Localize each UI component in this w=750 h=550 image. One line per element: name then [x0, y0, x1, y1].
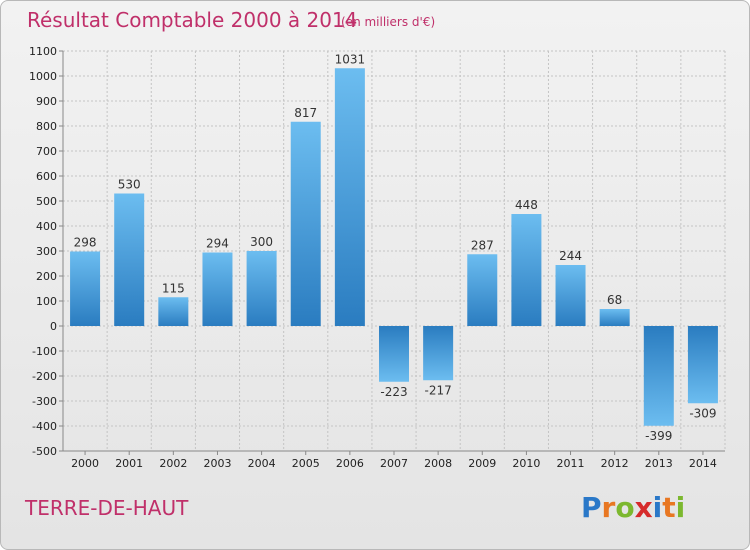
x-tick-label: 2013 — [645, 457, 673, 470]
y-tick-label: 900 — [36, 95, 57, 108]
bar-2007 — [379, 326, 409, 382]
x-tick-label: 2009 — [468, 457, 496, 470]
bar-2003 — [202, 252, 233, 326]
bar-2005 — [290, 121, 321, 326]
y-tick-label: 0 — [50, 320, 57, 333]
bar-2002 — [158, 297, 189, 326]
chart-subtitle: (en milliers d'€) — [341, 15, 435, 29]
commune-name: TERRE-DE-HAUT — [24, 496, 189, 520]
bar-2010 — [511, 214, 542, 326]
bar-2014 — [687, 326, 718, 404]
value-label: 530 — [118, 178, 141, 192]
bar-2004 — [246, 251, 277, 326]
chart-title: Résultat Comptable 2000 à 2014 — [27, 8, 357, 32]
x-tick-label: 2002 — [159, 457, 187, 470]
logo-letter: t — [662, 491, 675, 524]
value-label: 298 — [74, 236, 97, 250]
y-tick-label: 700 — [36, 145, 57, 158]
y-tick-label: -400 — [32, 420, 57, 433]
y-tick-label: 600 — [36, 170, 57, 183]
x-tick-label: 2014 — [689, 457, 717, 470]
axes: -500 -400 -300 -200 -100 0 100 200 300 400 500 600 7… — [29, 45, 725, 470]
y-tick-label: -100 — [32, 345, 57, 358]
bar-2008 — [423, 326, 454, 381]
logo-letter: x — [635, 491, 653, 524]
value-label: 1031 — [335, 52, 366, 66]
y-tick-label: -200 — [32, 370, 57, 383]
value-label: 817 — [294, 106, 317, 120]
logo-letter: i — [653, 491, 663, 524]
y-tick-label: 400 — [36, 220, 57, 233]
logo-letter: r — [602, 491, 616, 524]
value-label: 115 — [162, 281, 185, 295]
y-tick-label: -300 — [32, 395, 57, 408]
x-tick-label: 2010 — [512, 457, 540, 470]
value-label: 287 — [471, 238, 494, 252]
bars — [70, 68, 718, 426]
y-tick-label: 200 — [36, 270, 57, 283]
value-label: 300 — [250, 235, 273, 249]
logo-letter: o — [615, 491, 634, 524]
value-label: 68 — [607, 293, 622, 307]
value-label: 294 — [206, 237, 229, 251]
x-tick-label: 2006 — [336, 457, 364, 470]
bar-2012 — [599, 309, 630, 326]
bar-2000 — [70, 251, 101, 326]
bar-2011 — [555, 265, 586, 326]
bar-2001 — [114, 193, 145, 326]
y-tick-label: 1000 — [29, 70, 57, 83]
x-tick-label: 2001 — [115, 457, 143, 470]
value-label: 448 — [515, 198, 538, 212]
x-tick-label: 2005 — [292, 457, 320, 470]
x-tick-label: 2008 — [424, 457, 452, 470]
value-label: 244 — [559, 249, 582, 263]
x-tick-label: 2011 — [557, 457, 585, 470]
bar-2013 — [643, 326, 674, 426]
y-tick-label: 1100 — [29, 45, 57, 58]
grid — [62, 50, 726, 452]
value-labels: 298 530 115 294 300 817 1031 -223 -217 287 448 244 6… — [74, 52, 717, 443]
y-tick-label: 100 — [36, 295, 57, 308]
x-tick-label: 2004 — [248, 457, 276, 470]
y-tick-label: 500 — [36, 195, 57, 208]
y-tick-label: 800 — [36, 120, 57, 133]
logo-letter: i — [676, 491, 686, 524]
value-label: -217 — [425, 383, 452, 397]
y-tick-label: 300 — [36, 245, 57, 258]
x-tick-label: 2012 — [601, 457, 629, 470]
bar-2009 — [467, 254, 498, 326]
value-label: -309 — [689, 406, 716, 420]
bar-2006 — [334, 68, 365, 326]
x-tick-label: 2007 — [380, 457, 408, 470]
x-tick-label: 2000 — [71, 457, 99, 470]
x-tick-label: 2003 — [203, 457, 231, 470]
logo-letter: P — [581, 491, 602, 524]
y-tick-label: -500 — [32, 445, 57, 458]
value-label: -399 — [645, 429, 672, 443]
value-label: -223 — [380, 385, 407, 399]
proxiti-logo: Proxiti — [581, 491, 685, 524]
